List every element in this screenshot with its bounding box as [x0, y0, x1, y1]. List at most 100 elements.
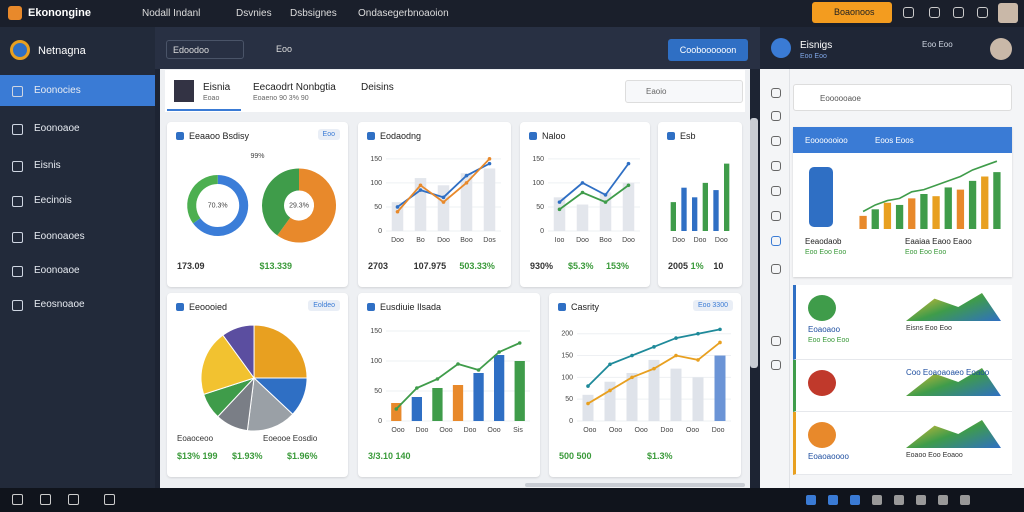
strip-icon[interactable] — [771, 211, 781, 221]
nav-item[interactable]: Eecinois — [34, 195, 72, 206]
top-icon[interactable] — [953, 7, 964, 18]
bar — [432, 388, 443, 421]
card-metric: $5.3% — [568, 261, 594, 271]
bar — [414, 178, 427, 231]
y-tick-label: 100 — [532, 180, 544, 187]
top-tab[interactable]: Ondasegerbnoaoion — [358, 8, 449, 19]
panel-card-tab[interactable]: Eoos Eoos — [875, 136, 914, 145]
x-tick-label: Boo — [599, 237, 612, 244]
donut-segment — [277, 168, 336, 243]
bar — [626, 373, 638, 421]
top-icon[interactable] — [977, 7, 988, 18]
strip-icon[interactable] — [771, 264, 781, 274]
x-tick-label: Ooo — [439, 427, 452, 434]
top-tab[interactable]: Dsbsignes — [290, 8, 337, 19]
nav-icon — [12, 300, 23, 311]
legend-item: Eoeooe Eosdio — [263, 434, 318, 443]
bar — [932, 196, 940, 229]
line-point — [652, 345, 656, 349]
chart: 0 50 100 150 Ooo Doo Ooo Doo Ooo Sis — [370, 328, 530, 434]
strip-icon[interactable] — [771, 136, 781, 146]
top-tab[interactable]: Nodall Indanl — [142, 8, 201, 19]
tray-icon[interactable] — [938, 495, 948, 505]
strip-icon[interactable] — [771, 111, 781, 121]
bar — [494, 355, 505, 421]
taskbar — [0, 488, 1024, 512]
y-tick-label: 0 — [378, 418, 382, 425]
tab-title[interactable]: Deisins — [361, 82, 394, 93]
taskbar-icon[interactable] — [12, 494, 23, 505]
top-button[interactable]: Boaonoos — [812, 2, 892, 23]
h-scrollbar — [525, 483, 745, 487]
chart: Doo Doo Doo — [670, 163, 730, 244]
panel-sub: Eoo Eoo — [800, 53, 827, 60]
card-badge[interactable]: Eoldeo — [308, 300, 340, 311]
card-icon — [176, 132, 184, 140]
nav-item[interactable]: Eoonoaoes — [34, 231, 85, 242]
nav-item[interactable]: Eoonoaoe — [34, 123, 80, 134]
toolbar-search[interactable]: Eoo — [276, 44, 293, 54]
card-badge[interactable]: Eoo 3300 — [693, 300, 733, 311]
bar — [622, 182, 635, 231]
card: Eeaaoo Bsdisy Eoo 99% 70.3% 29.3% 173.09 $13.3… — [167, 122, 348, 287]
panel-search[interactable]: Eoooooaoe — [793, 84, 1012, 111]
card-title: Casrity — [571, 302, 600, 312]
chart: 0 50 100 150 200 Ooo Ooo Ooo Doo Ooo Doo — [561, 327, 731, 434]
tray-icon[interactable] — [894, 495, 904, 505]
card-icon — [367, 132, 375, 140]
panel-card-header — [793, 127, 1012, 153]
primary-button[interactable]: Cooboooooon — [668, 39, 748, 61]
select[interactable]: Edoodoo — [166, 40, 244, 59]
tray-icon[interactable] — [828, 495, 838, 505]
bar — [908, 198, 916, 229]
list-icon — [808, 295, 836, 321]
nav-item[interactable]: Eoonoaoe — [34, 265, 80, 276]
top-icon[interactable] — [929, 7, 940, 18]
bar — [452, 385, 464, 421]
panel-card-tab[interactable]: Eooooooioo — [805, 136, 848, 145]
top-tab[interactable]: Dsvnies — [236, 8, 272, 19]
donut-segment — [187, 175, 219, 224]
tab-title[interactable]: Eisnia — [203, 82, 231, 93]
taskbar-icon[interactable] — [104, 494, 115, 505]
toolbar — [155, 27, 760, 69]
x-tick-label: Ooo — [487, 427, 500, 434]
card-metric: 153% — [606, 261, 630, 271]
tray-icon[interactable] — [960, 495, 970, 505]
top-icon[interactable] — [903, 7, 914, 18]
tray-icon[interactable] — [806, 495, 816, 505]
panel-header — [760, 27, 1024, 69]
line-point — [586, 384, 590, 388]
line-point — [394, 407, 399, 411]
sidebar-logo — [10, 40, 30, 60]
tray-icon[interactable] — [850, 495, 860, 505]
strip-icon[interactable] — [771, 360, 781, 370]
taskbar-icon[interactable] — [68, 494, 79, 505]
strip-icon[interactable] — [771, 336, 781, 346]
strip-icon[interactable] — [771, 161, 781, 171]
taskbar-icon[interactable] — [40, 494, 51, 505]
nav-item[interactable]: Eoonocies — [34, 85, 81, 96]
list-item[interactable]: Eoaoaoooo Eoaoo Eoo Eoaoo — [793, 412, 1012, 475]
tray-icon[interactable] — [916, 495, 926, 505]
x-tick-label: Sis — [513, 427, 523, 434]
strip-icon[interactable] — [771, 186, 781, 196]
nav-item[interactable]: Eeosnoaoe — [34, 299, 85, 310]
strip-icon[interactable] — [771, 236, 781, 246]
line-point — [415, 386, 419, 390]
list-item[interactable]: Eoaoaoo Eoo Eoo Eoo Eisns Eoo Eoo — [793, 285, 1012, 360]
line-series — [558, 163, 630, 203]
card-title: Eusdiuie Ilsada — [380, 302, 442, 312]
search-box[interactable]: Eaoio — [625, 80, 743, 103]
panel-card-label: Eeaodaob — [805, 237, 842, 246]
tab-title[interactable]: Eecaodrt Nonbgtia — [253, 82, 336, 93]
bar — [692, 197, 698, 231]
nav-item[interactable]: Eisnis — [34, 160, 61, 171]
nav-icon — [12, 196, 23, 207]
card-badge[interactable]: Eoo — [317, 129, 340, 140]
line-point — [608, 362, 612, 367]
x-tick-label: Doo — [672, 237, 685, 244]
strip-icon[interactable] — [771, 88, 781, 98]
tray-icon[interactable] — [872, 495, 882, 505]
